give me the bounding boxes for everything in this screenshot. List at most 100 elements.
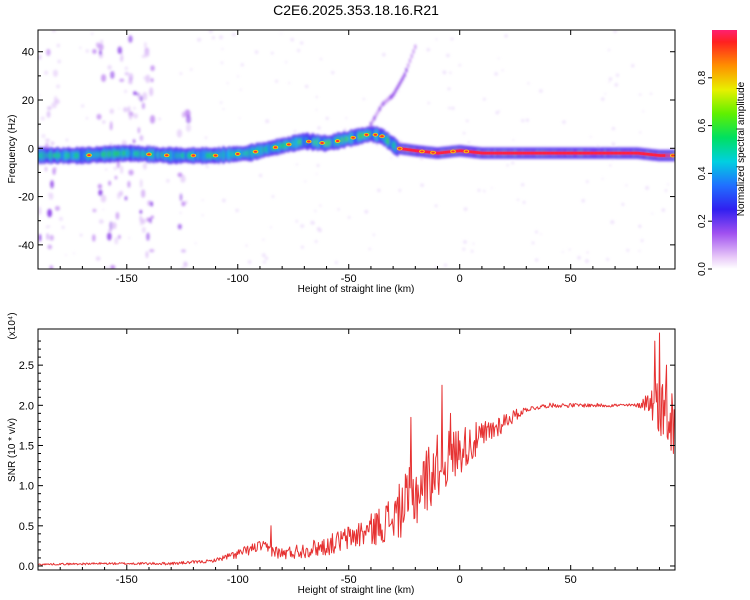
ridge-peak-stripe [441,151,443,154]
noise-speckle-band-main [114,175,118,180]
secondary-branch-blob [408,58,412,64]
noise-speckle [375,143,379,147]
ridge-peak-stripe [621,151,623,155]
noise-speckle [482,97,486,101]
snr-frame [37,328,676,571]
noise-speckle [608,81,611,83]
ridge-peak-stripe [580,151,582,155]
noise-speckle-band-main [117,192,121,200]
noise-speckle [472,242,475,245]
ridge-peak-stripe [585,151,587,155]
ridge-peak-stripe [486,151,489,155]
ridge-peak-stripe [446,150,449,154]
ridge-peak-stripe [586,151,589,155]
noise-speckle [79,233,83,237]
noise-speckle [258,173,263,178]
ridge-peak-stripe [633,151,635,155]
noise-speckle-band-left [92,48,97,54]
ridge-peak-stripe [556,151,558,155]
noise-speckle [539,89,543,93]
ridge-peak-stripe [611,151,614,155]
noise-speckle [85,116,89,120]
noise-speckle [540,233,542,235]
ridge-peak-stripe [597,151,599,155]
ridge-peak-stripe [424,150,426,153]
noise-speckle-band-mid [177,172,183,178]
noise-speckle [316,163,320,167]
noise-speckle [516,198,520,201]
ridge-peak-stripe [429,150,431,154]
noise-speckle [124,89,128,93]
spectrogram-ytick-label: -40 [18,240,34,252]
ridge-peak-stripe [444,151,446,154]
noise-speckle-band-main [123,107,128,113]
noise-speckle [113,166,117,171]
noise-speckle-band-left [96,113,102,120]
secondary-branch-blob [407,62,410,68]
noise-speckle [57,59,62,64]
ridge-peak-stripe [426,150,429,154]
ridge-peak-stripe [488,151,490,155]
noise-speckle [264,256,269,261]
noise-speckle-band-main [127,180,131,188]
noise-speckle-band-main [109,221,113,230]
noise-speckle [254,50,259,54]
noise-speckle [448,106,451,110]
noise-speckle [419,156,424,161]
noise-speckle-band-main-right [136,92,139,96]
noise-speckle-band-left [98,189,103,196]
noise-speckle [577,256,581,260]
noise-speckle [107,229,110,232]
noise-speckle-band-far-left [47,208,53,218]
noise-speckle [238,117,241,120]
noise-speckle [611,142,616,146]
snr-series-line [38,332,675,566]
noise-speckle [604,92,607,95]
noise-speckle [295,219,299,223]
ridge-peak-stripe [584,151,586,155]
noise-speckle [317,126,321,130]
spectrogram-panel: -150 -100 -50 0 50 -40 -20 0 20 40 Height of stra… [7,29,676,295]
secondary-branch-blob [376,109,380,115]
noise-speckle-band-mid [185,114,191,124]
noise-speckle [81,104,85,108]
noise-speckle-band-mid [177,223,182,230]
ridge-peak-stripe [637,151,639,155]
noise-speckle [319,57,323,61]
secondary-branch-blob [380,103,383,109]
noise-speckle [451,106,455,110]
ridge-peak-stripe [627,151,630,155]
noise-speckle-band-left [99,50,102,55]
noise-speckle [581,199,585,203]
ridge-peak-stripe [408,148,410,152]
noise-speckle-band-far-left [47,244,53,250]
noise-speckle-band-far-left [52,167,56,175]
noise-speckle [237,75,240,78]
noise-speckle [105,168,108,171]
noise-speckle [608,77,613,81]
secondary-branch-blob [410,53,413,59]
ridge-peak-stripe [532,151,534,155]
noise-speckle-band-mid [179,193,183,202]
noise-speckle [285,61,288,64]
ridge-hotspot-core [320,141,324,145]
ridge-peak-stripe [470,150,473,154]
ridge-peak-stripe [651,153,654,157]
snr-xtick-label: -150 [116,574,138,586]
ridge-hotspot-core [670,154,675,157]
noise-speckle [179,72,183,75]
noise-speckle-band-main-right [141,189,146,198]
noise-speckle [446,53,450,58]
noise-speckle [56,84,60,89]
noise-speckle [271,195,275,198]
ridge-hotspot-core [351,136,355,139]
ridge-peak-stripe [526,151,529,155]
noise-speckle [194,242,197,245]
noise-speckle-band-far-left [54,205,60,211]
noise-speckle [201,214,204,217]
noise-speckle-band-main-right [139,209,143,214]
colorbar-tick-label: 0.8 [697,70,708,84]
noise-speckle [449,71,452,75]
noise-speckle [204,136,208,140]
noise-speckle [470,249,474,253]
